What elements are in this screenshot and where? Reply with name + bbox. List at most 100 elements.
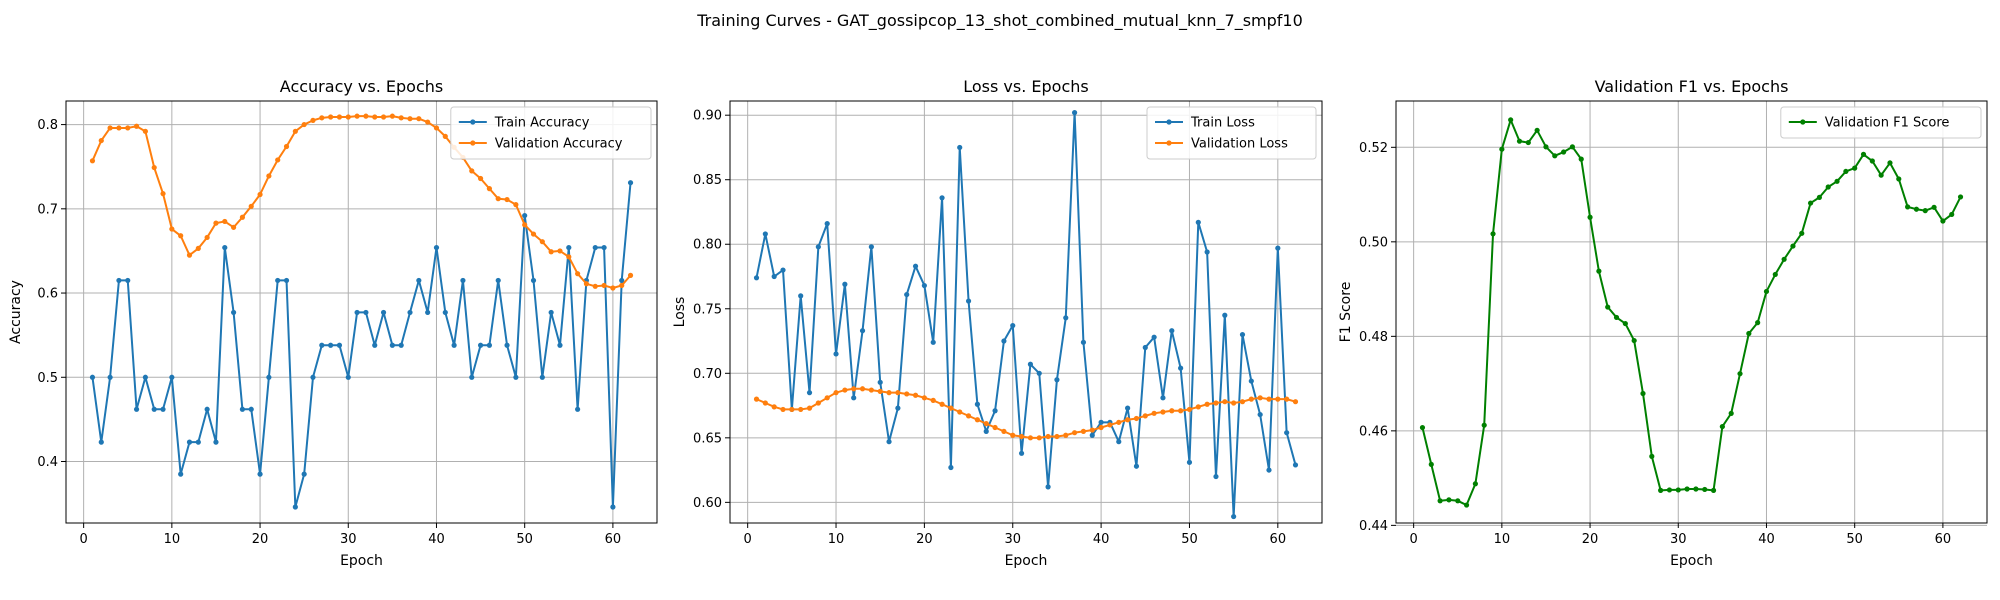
chart2-series-1-point [912, 263, 919, 269]
chart2-series-2-point [780, 406, 786, 413]
chart2-ylabel: Loss [672, 297, 688, 328]
chart3-series-1-point [1728, 410, 1734, 416]
chart1-series-2-point [354, 113, 360, 119]
chart2-series-2-point [1169, 408, 1175, 414]
chart2-series-1-point [1292, 462, 1299, 468]
chart2-series-2-point [1010, 432, 1016, 438]
chart2-series-2-point [859, 386, 866, 392]
chart3-ytick-label: 0.46 [1359, 424, 1388, 439]
chart3-xtick-label: 50 [1846, 532, 1863, 547]
chart1-series-1-line [91, 182, 632, 508]
chart1-series-1-point [239, 406, 246, 412]
chart2-series-2-point [1045, 433, 1051, 440]
chart1-legend-marker [470, 140, 476, 146]
chart1-series-1-point [336, 342, 343, 348]
chart2-ytick-label: 0.80 [693, 238, 722, 253]
chart1-series-1-point [539, 374, 545, 380]
chart1-series-1-point [407, 309, 413, 316]
chart2-series-1-point [877, 379, 883, 385]
chart3-series-1-point [1887, 160, 1893, 166]
chart1-series-1-point [328, 342, 334, 348]
chart2-ytick-label: 0.85 [693, 173, 722, 188]
chart2-series-2-point [806, 405, 813, 411]
chart2-series-2-point [1275, 396, 1281, 402]
chart3-series-1-point [1922, 208, 1928, 214]
chart2-series-1-point [1063, 315, 1069, 321]
chart3-series-1-point [1463, 502, 1470, 508]
chart1-series-2-point [398, 115, 404, 121]
chart2-series-1-point [1248, 378, 1254, 384]
chart1-series-1-point [213, 439, 219, 445]
chart1-series-1-point [257, 471, 263, 477]
chart1-series-1-point [116, 277, 122, 284]
chart1-series-2-point [169, 226, 175, 232]
chart1-series-2-point [557, 248, 563, 254]
chart1-legend: Train Accuracy Validation Accuracy [450, 106, 652, 160]
chart1-xtick-label: 0 [80, 532, 88, 547]
chart1-ytick-label: 0.4 [37, 455, 58, 470]
chart1-xtick-label: 30 [340, 532, 357, 547]
chart3-series-1 [1419, 117, 1964, 508]
chart1-series-1-point [283, 277, 290, 284]
chart1-series-2-point [178, 233, 184, 239]
chart1-series-1-point [230, 309, 237, 316]
chart2-series-1-point [1018, 450, 1025, 456]
chart3-ticks: 0 10 20 30 40 50 60 0.44 0.46 0.48 0.50 0.52 [1359, 141, 1951, 547]
chart3-panel: 0 10 20 30 40 50 60 0.44 0.46 0.48 0.50 0.52 Validat… [1338, 77, 1988, 569]
chart1-series-2-point [283, 143, 290, 150]
chart3-series-1-point [1860, 151, 1867, 157]
chart2-ytick-label: 0.70 [693, 367, 722, 382]
chart2-legend-label: Train Loss [1190, 116, 1255, 131]
chart3-series-1-point [1702, 486, 1708, 493]
chart1-series-1-point [548, 309, 554, 316]
chart2-series-2-point [815, 400, 821, 406]
chart2-series-2-point [1054, 433, 1060, 440]
chart2-series-1-point [886, 439, 892, 445]
chart3-series-1-point [1834, 178, 1840, 184]
chart3-xlabel: Epoch [1670, 553, 1713, 569]
chart2-series-1-point [815, 244, 821, 250]
chart3-xtick-label: 60 [1935, 532, 1952, 547]
chart3-series-1-point [1816, 194, 1823, 201]
chart3-series-1-point [1666, 487, 1673, 493]
chart3-series-1-point [1913, 206, 1920, 212]
chart2-series-2-point [1160, 409, 1166, 415]
chart1-series-2-point [433, 125, 440, 131]
chart3-legend-label: Validation F1 Score [1825, 116, 1950, 131]
chart2-series-1-point [851, 395, 857, 401]
chart2-series-1-point [842, 281, 848, 287]
chart3-series-1-point [1587, 214, 1593, 220]
chart1-series-1-point [363, 309, 369, 316]
chart1-series-2-point [107, 125, 113, 131]
chart2-series-2-point [921, 395, 927, 401]
chart2-series-1-point [1178, 365, 1184, 371]
chart3-xtick-label: 30 [1670, 532, 1687, 547]
chart3-series-1-point [1755, 320, 1761, 326]
chart1-series-2-point [504, 196, 510, 203]
chart3-series-1-point [1852, 165, 1858, 171]
chart3-series-1-point [1896, 176, 1902, 182]
chart2-series-2-point [983, 421, 989, 427]
chart3-legend-box [1780, 106, 1982, 139]
chart1-series-2-point [310, 117, 316, 123]
chart1-series-1 [89, 180, 634, 510]
chart1-series-1-point [592, 244, 598, 251]
chart1-series-2-point [372, 114, 378, 120]
chart2-xtick-label: 50 [1181, 532, 1198, 547]
chart1-series-1-point [345, 374, 351, 380]
chart2-series-2-point [974, 417, 981, 423]
chart2-series-2-point [1063, 432, 1069, 438]
chart1-series-1-point [627, 180, 634, 186]
chart1-series-1-point [504, 342, 510, 348]
chart1-series-2-point [230, 224, 237, 230]
chart2-series-2-point [1178, 408, 1184, 414]
chart2-series-1-point [833, 351, 839, 357]
chart2-series-2-point [771, 404, 777, 410]
chart3-series-1-point [1472, 481, 1478, 487]
chart2-series-1-point [806, 390, 813, 396]
chart1-xtick-label: 20 [252, 532, 269, 547]
chart1-series-2-point [416, 116, 422, 122]
chart1-series-1-point [522, 212, 528, 219]
chart3-ytick-label: 0.52 [1359, 141, 1388, 156]
chart1-series-2-point [363, 113, 369, 119]
